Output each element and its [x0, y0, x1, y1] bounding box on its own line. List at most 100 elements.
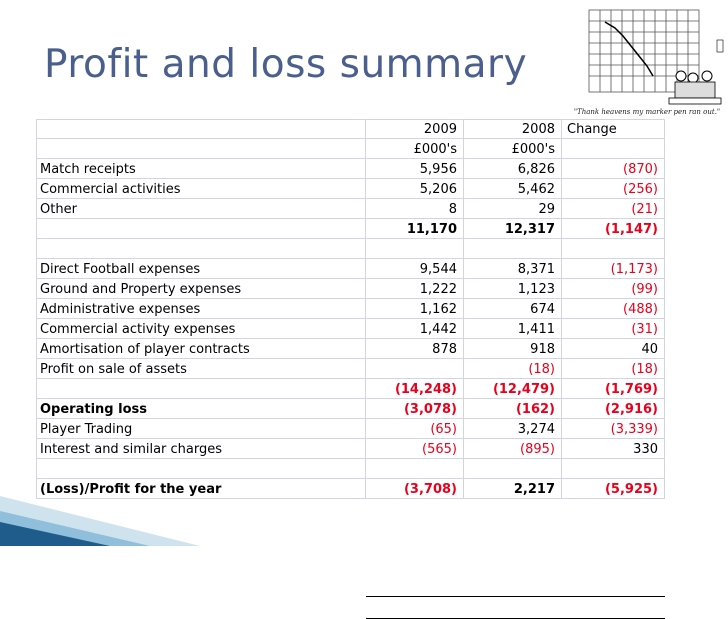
cartoon-caption: "Thank heavens my marker pen ran out.": [573, 108, 721, 116]
value-2008: 2,217: [464, 479, 562, 499]
header-2008: 2008: [464, 119, 562, 139]
row-label: Profit on sale of assets: [36, 359, 366, 379]
table-row: Commercial activity expenses 1,442 1,411 (3…: [36, 319, 665, 339]
row-label: (Loss)/Profit for the year: [36, 479, 366, 499]
header-row-units: £000's £000's: [36, 139, 665, 159]
value-2009: 1,222: [366, 279, 464, 299]
table-row: Operating loss (3,078) (162) (2,916): [36, 399, 665, 419]
value-2009: 1,162: [366, 299, 464, 319]
value-change: (1,769): [562, 379, 665, 399]
table-row: Other 8 29 (21): [36, 199, 665, 219]
table-row: Amortisation of player contracts 878 918 40: [36, 339, 665, 359]
value-change: (5,925): [562, 479, 665, 499]
table-row: Interest and similar charges (565) (895) 33…: [36, 439, 665, 459]
value-2009: (14,248): [366, 379, 464, 399]
row-label: Other: [36, 199, 366, 219]
row-label: [36, 379, 366, 399]
value-change: (870): [562, 159, 665, 179]
row-label: Amortisation of player contracts: [36, 339, 366, 359]
table-row: Ground and Property expenses 1,222 1,123 (9…: [36, 279, 665, 299]
value-2009: 11,170: [366, 219, 464, 239]
header-change: Change: [562, 119, 665, 139]
value-2009: [366, 459, 464, 479]
corner-decoration: [0, 496, 200, 546]
table-row: [36, 239, 665, 259]
value-change: (256): [562, 179, 665, 199]
table-row: Match receipts 5,956 6,826 (870): [36, 159, 665, 179]
value-2008: [464, 459, 562, 479]
value-2009: 8: [366, 199, 464, 219]
value-change: (99): [562, 279, 665, 299]
value-2008: (895): [464, 439, 562, 459]
value-2009: 5,956: [366, 159, 464, 179]
value-2008: 1,123: [464, 279, 562, 299]
value-2009: 878: [366, 339, 464, 359]
value-2008: (12,479): [464, 379, 562, 399]
value-2008: (18): [464, 359, 562, 379]
value-change: (1,147): [562, 219, 665, 239]
value-change: (1,173): [562, 259, 665, 279]
value-2008: 8,371: [464, 259, 562, 279]
value-2008: 6,826: [464, 159, 562, 179]
table-row: (14,248) (12,479) (1,769): [36, 379, 665, 399]
table-row: (Loss)/Profit for the year (3,708) 2,217 (5…: [36, 479, 665, 499]
row-label: Operating loss: [36, 399, 366, 419]
value-change: (2,916): [562, 399, 665, 419]
header-cell: [36, 139, 366, 159]
row-label: Ground and Property expenses: [36, 279, 366, 299]
value-2008: 12,317: [464, 219, 562, 239]
header-2009: 2009: [366, 119, 464, 139]
value-2008: 918: [464, 339, 562, 359]
table-row: Profit on sale of assets (18) (18): [36, 359, 665, 379]
value-2009: 9,544: [366, 259, 464, 279]
unit-change: [562, 139, 665, 159]
row-label: Interest and similar charges: [36, 439, 366, 459]
table-top-border: [36, 119, 665, 120]
value-change: (488): [562, 299, 665, 319]
value-2008: [464, 239, 562, 259]
value-change: 40: [562, 339, 665, 359]
table-row: Administrative expenses 1,162 674 (488): [36, 299, 665, 319]
cartoon-image: [569, 0, 725, 124]
value-2009: 1,442: [366, 319, 464, 339]
cartoon-drawing: [569, 0, 725, 124]
value-change: (31): [562, 319, 665, 339]
row-label: Player Trading: [36, 419, 366, 439]
value-2008: 29: [464, 199, 562, 219]
value-2008: 3,274: [464, 419, 562, 439]
pl-table: 2009 2008 Change £000's £000's Match rec…: [36, 119, 665, 619]
value-2009: (65): [366, 419, 464, 439]
row-label: Direct Football expenses: [36, 259, 366, 279]
value-2008: (162): [464, 399, 562, 419]
value-2009: (565): [366, 439, 464, 459]
value-change: [562, 459, 665, 479]
value-change: [562, 239, 665, 259]
total-underline: [366, 596, 665, 597]
header-row-years: 2009 2008 Change: [36, 119, 665, 139]
unit-2008: £000's: [464, 139, 562, 159]
table-row: [36, 459, 665, 479]
row-label: Commercial activities: [36, 179, 366, 199]
value-change: (3,339): [562, 419, 665, 439]
header-cell: [36, 119, 366, 139]
value-2008: 1,411: [464, 319, 562, 339]
table-row: Player Trading (65) 3,274 (3,339): [36, 419, 665, 439]
table-row: Direct Football expenses 9,544 8,371 (1,173…: [36, 259, 665, 279]
slide-title: Profit and loss summary: [44, 42, 528, 87]
value-change: 330: [562, 439, 665, 459]
row-label: Commercial activity expenses: [36, 319, 366, 339]
table-left-border: [36, 119, 37, 499]
value-2009: [366, 239, 464, 259]
value-2008: 5,462: [464, 179, 562, 199]
row-label: [36, 459, 366, 479]
row-label: [36, 239, 366, 259]
value-2009: [366, 359, 464, 379]
table-row: 11,170 12,317 (1,147): [36, 219, 665, 239]
row-label: Administrative expenses: [36, 299, 366, 319]
row-label: Match receipts: [36, 159, 366, 179]
value-change: (21): [562, 199, 665, 219]
value-2008: 674: [464, 299, 562, 319]
unit-2009: £000's: [366, 139, 464, 159]
value-change: (18): [562, 359, 665, 379]
table-row: Commercial activities 5,206 5,462 (256): [36, 179, 665, 199]
